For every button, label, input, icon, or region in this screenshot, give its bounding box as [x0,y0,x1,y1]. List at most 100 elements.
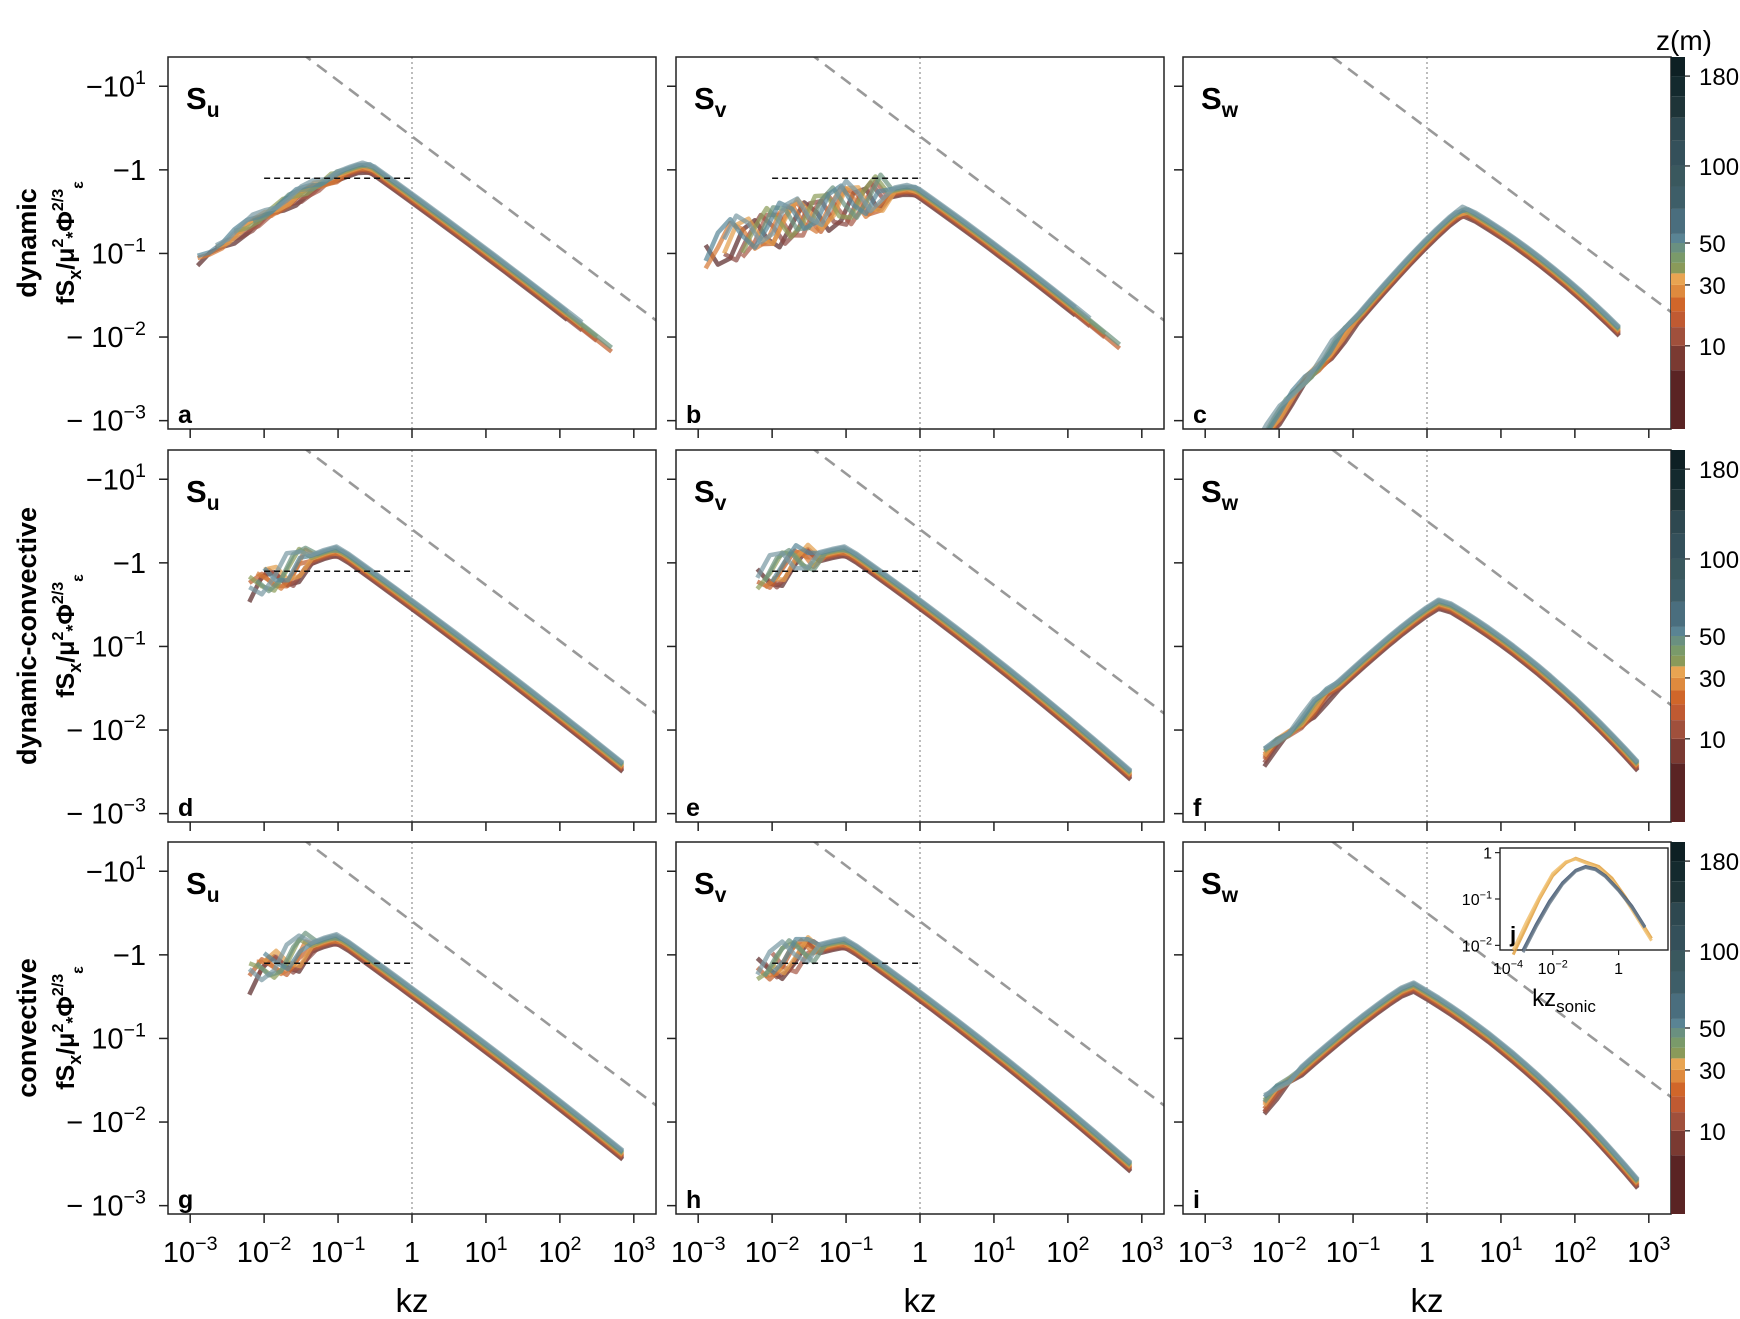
colorbar-tick-label: 100 [1699,939,1739,966]
x-tick-label: 103 [1627,1233,1670,1269]
series-line-z25 [763,549,1133,778]
series-line-z20 [247,550,625,771]
colorbar-tick-label: 100 [1699,547,1739,574]
series-line-z30 [1266,210,1621,429]
series-line-z35 [234,162,599,339]
colorbar-segment [1671,533,1685,559]
panel-title: Su [186,866,220,907]
colorbar-tick-label: 10 [1699,334,1726,361]
colorbar-segment [1671,971,1685,994]
series-line-z5 [1262,606,1640,773]
colorbar-segment [1671,763,1685,822]
series-line-z15 [771,546,1133,780]
panel-title: Sv [694,81,727,122]
colorbar-tick-label: 50 [1699,624,1726,651]
plot-area [1262,450,1671,822]
colorbar-segment [1671,243,1685,253]
series-line-z15 [263,551,625,772]
x-tick-label: 10−3 [671,1233,726,1269]
x-tick-label: 103 [612,1233,655,1269]
panel-title: Sw [1201,474,1239,515]
colorbar-segment [1671,450,1685,470]
panel-c: Sw c [1174,56,1672,438]
colorbar-segment [1671,469,1685,490]
x-tick-label: 101 [972,1233,1015,1269]
series-line-z15 [1262,987,1640,1188]
colorbar-segment [1671,370,1685,429]
row-label-group: dynamic fSx/μ2*Φ2/3ε [12,181,87,305]
panel-title: Sw [1201,866,1239,907]
y-axis-label: fSx/μ2*Φ2/3ε [50,181,87,305]
series-line-z45 [770,936,1133,1166]
series-line-z40 [762,938,1133,1167]
panel-letter: b [686,401,701,429]
colorbar-segment [1671,233,1685,243]
y-tick-label: 10−1 [91,627,146,663]
plot-area [247,842,656,1214]
plot-area [755,842,1164,1214]
series-line-z10 [1262,988,1640,1189]
series-line-z50 [722,178,1092,321]
series-line-z25 [255,547,625,770]
series-line-z50 [248,544,625,765]
y-tick-label: −101 [86,852,146,888]
plot-area [1262,842,1671,1214]
x-tick-label: 10−1 [819,1233,874,1269]
panel-title: Su [186,474,220,515]
colorbar-tick-label: 10 [1699,727,1726,754]
y-tick-label: −1 [113,940,146,972]
slope-ref-line [1330,450,1671,707]
inset-frame [1499,847,1669,951]
slope-ref-line [1330,57,1671,314]
row-label: dynamic [12,188,42,298]
plot-area [1261,57,1671,429]
x-tick-label: 10−1 [311,1233,366,1269]
colorbar-segment [1671,311,1685,328]
y-tick-label: − 10−2 [66,711,146,747]
series-line-z40 [762,547,1133,775]
series-line-z50 [1263,980,1640,1181]
series-line-z50 [755,544,1133,773]
colorbar-segment [1671,140,1685,166]
colorbar-segment [1671,842,1685,862]
colorbar-segment [1671,666,1685,678]
x-tick-label: 10−2 [1252,1233,1307,1269]
x-tick-label: 1 [404,1237,420,1269]
series-line-z25 [196,166,569,318]
series-line-z30 [215,164,584,329]
series-line-z30 [262,936,625,1157]
colorbar-tick-label: 30 [1699,273,1726,300]
colorbar-segment [1671,738,1685,764]
slope-ref-line [304,450,656,715]
series-line-z20 [756,548,1133,779]
colorbar-tick-label: 180 [1699,64,1739,91]
panel-title: Su [186,81,220,122]
y-tick-label: − 10−3 [66,1186,146,1222]
series-line-z45 [1262,598,1640,765]
colorbar-segment [1671,297,1685,312]
colorbar-segment [1671,1069,1685,1083]
panel-b: Sv b [667,56,1165,438]
row-label-group: dynamic-convective fSx/μ2*Φ2/3ε [12,507,87,765]
x-axis-label: kz [1411,1282,1444,1319]
colorbar-segment [1671,1018,1685,1028]
colorbar-segment [1671,273,1685,285]
panel-letter: h [686,1186,701,1214]
x-tick-label: 102 [1046,1233,1089,1269]
slope-ref-line [304,842,656,1107]
y-axis-label: fSx/μ2*Φ2/3ε [50,574,87,698]
colorbar-segment [1671,1155,1685,1214]
colorbar-segment [1671,861,1685,882]
panel-letter: c [1193,401,1207,429]
colorbar-tick-label: 50 [1699,231,1726,258]
colorbar-segment [1671,677,1685,691]
colorbar-segment [1671,1096,1685,1113]
colorbar-segment [1671,1058,1685,1070]
colorbar: 180 100 50 30 10 [1671,842,1739,1214]
panel-e: Sv e [667,449,1165,831]
x-axis-label: kz [904,1282,937,1319]
series-line-z5 [195,170,569,322]
colorbar-segment [1671,510,1685,534]
panel-f: Sw f [1174,449,1672,831]
